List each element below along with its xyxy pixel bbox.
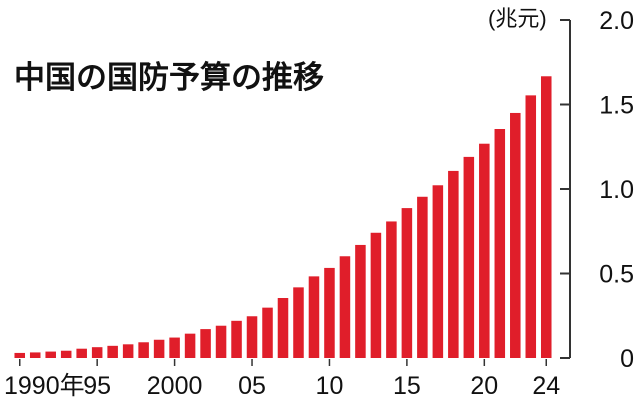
y-tick-label: 2.0 bbox=[599, 7, 634, 35]
bar-2006 bbox=[262, 307, 273, 358]
bar-1991 bbox=[29, 352, 41, 358]
bar-1996 bbox=[107, 345, 118, 358]
bar-2010 bbox=[324, 267, 335, 358]
bar-2015 bbox=[401, 208, 413, 358]
x-tick-label: 95 bbox=[83, 372, 111, 400]
bar-1995 bbox=[91, 347, 103, 358]
x-tick-label: 15 bbox=[393, 372, 421, 400]
bar-1997 bbox=[122, 344, 134, 358]
y-tick-label: 0 bbox=[620, 345, 634, 373]
bar-2022 bbox=[510, 112, 521, 358]
bar-1990 bbox=[14, 352, 26, 358]
bar-2008 bbox=[293, 287, 304, 358]
bar-2021 bbox=[494, 129, 506, 358]
y-axis-unit-label: (兆元) bbox=[488, 6, 547, 31]
bar-1999 bbox=[153, 339, 165, 358]
chart-title: 中国の国防予算の推移 bbox=[14, 60, 324, 96]
x-tick-label: 05 bbox=[238, 372, 266, 400]
bar-2011 bbox=[339, 256, 351, 358]
y-axis: 0 0.5 1.0 1.5 2.0 bbox=[560, 7, 634, 373]
bar-2005 bbox=[246, 316, 258, 358]
bar-2017 bbox=[432, 185, 444, 358]
y-tick-label: 1.5 bbox=[599, 92, 634, 120]
bar-2024 bbox=[540, 76, 552, 358]
x-tick-label: 20 bbox=[470, 372, 498, 400]
x-tick-label: 2000 bbox=[147, 372, 203, 400]
bar-2002 bbox=[200, 329, 211, 358]
bar-1993 bbox=[60, 350, 72, 358]
bar-2009 bbox=[308, 276, 320, 358]
x-tick-label: 10 bbox=[316, 372, 344, 400]
bar-2016 bbox=[417, 196, 428, 358]
bar-2001 bbox=[184, 333, 196, 358]
x-tick-label: 24 bbox=[532, 372, 560, 400]
bar-1994 bbox=[76, 348, 87, 358]
x-tick-label: 1990年 bbox=[4, 372, 85, 400]
y-tick-label: 0.5 bbox=[599, 261, 634, 289]
bar-2013 bbox=[370, 232, 382, 358]
bar-2012 bbox=[355, 244, 366, 358]
bar-2020 bbox=[479, 143, 490, 358]
bar-1992 bbox=[45, 351, 56, 358]
bars-group bbox=[14, 76, 552, 359]
bar-2007 bbox=[277, 298, 289, 358]
bar-2018 bbox=[448, 170, 459, 358]
bar-2003 bbox=[215, 325, 227, 358]
bar-2004 bbox=[231, 320, 242, 358]
bar-2000 bbox=[169, 337, 180, 358]
bar-2019 bbox=[463, 156, 475, 358]
y-tick-label: 1.0 bbox=[599, 176, 634, 204]
bar-2023 bbox=[525, 95, 537, 359]
bar-2014 bbox=[386, 221, 397, 358]
bar-1998 bbox=[138, 342, 149, 358]
